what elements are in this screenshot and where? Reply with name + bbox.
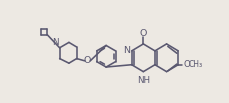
- Text: O: O: [84, 56, 91, 65]
- Text: NH: NH: [137, 76, 150, 85]
- Text: CH₃: CH₃: [189, 60, 203, 69]
- Text: O: O: [184, 60, 191, 69]
- Text: N: N: [52, 38, 59, 47]
- Text: N: N: [123, 46, 130, 55]
- Text: O: O: [140, 29, 147, 38]
